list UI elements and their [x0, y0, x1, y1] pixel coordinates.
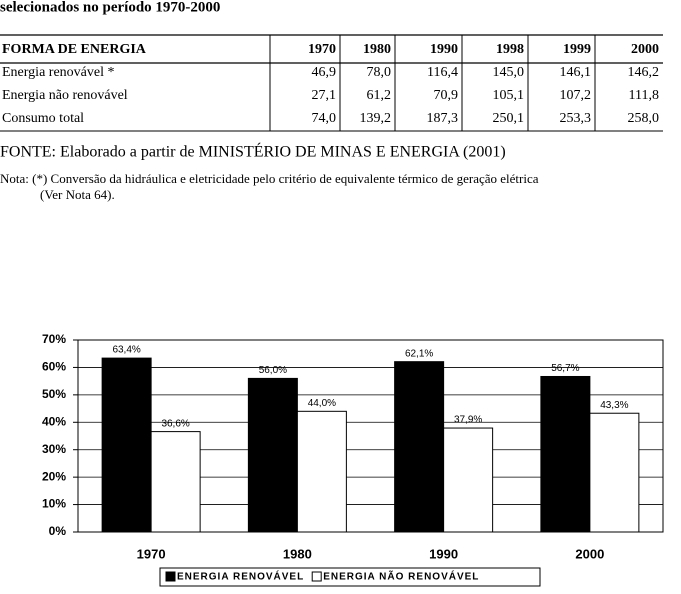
- legend-box: [159, 567, 541, 587]
- source: FONTE: Elaborado a partir de MINISTÉRIO …: [0, 142, 506, 161]
- data-label: 62,1%: [405, 348, 433, 359]
- table-cell: 187,3: [427, 111, 459, 126]
- table-cell: 78,0: [367, 65, 392, 80]
- column-header: 1999: [563, 42, 591, 57]
- table-cell: Energia renovável *: [2, 65, 114, 80]
- data-label: 44,0%: [308, 398, 336, 409]
- plot-frame: [77, 339, 664, 533]
- table-cell: 61,2: [367, 88, 392, 103]
- table-cell: 253,3: [560, 111, 592, 126]
- bar: [101, 357, 152, 533]
- bar: [296, 410, 347, 533]
- bar: [394, 361, 445, 533]
- y-tick-label: 40%: [42, 414, 66, 428]
- column-header: 1998: [496, 42, 524, 57]
- table-cell: 116,4: [427, 65, 458, 80]
- column-header: 1970: [308, 42, 336, 57]
- table-cell: 74,0: [312, 111, 337, 126]
- table-cell: 27,1: [312, 88, 337, 103]
- table-cell: 107,2: [560, 88, 592, 103]
- column-header: 1980: [363, 42, 391, 57]
- bar: [247, 377, 298, 533]
- y-tick-label: 50%: [42, 387, 66, 401]
- x-tick-label: 1990: [429, 546, 458, 561]
- column-header: 1990: [430, 42, 458, 57]
- data-label: 56,7%: [551, 363, 579, 374]
- data-label: 63,4%: [112, 345, 140, 356]
- y-tick-label: 60%: [42, 360, 66, 374]
- table-cell: 146,2: [628, 65, 660, 80]
- table-cell: 146,1: [560, 65, 592, 80]
- table-cell: 145,0: [493, 65, 525, 80]
- legend-label: ENERGIA NÃO RENOVÁVEL: [323, 570, 479, 583]
- note: (Ver Nota 64).: [40, 187, 115, 202]
- table-cell: 139,2: [360, 111, 392, 126]
- bar: [443, 427, 494, 533]
- x-tick-label: 1970: [137, 546, 166, 561]
- data-label: 56,0%: [259, 365, 287, 376]
- legend-swatch: [165, 571, 176, 582]
- y-tick-label: 10%: [42, 497, 66, 511]
- table-cell: Consumo total: [2, 111, 84, 126]
- table-cell: 258,0: [628, 111, 660, 126]
- table-cell: 250,1: [493, 111, 525, 126]
- table-cell: 105,1: [493, 88, 525, 103]
- y-tick-label: 20%: [42, 469, 66, 483]
- bar: [150, 431, 201, 533]
- legend-swatch: [311, 571, 322, 582]
- y-tick-label: 0%: [49, 524, 67, 538]
- table-cell: Energia não renovável: [2, 88, 128, 103]
- x-tick-label: 2000: [575, 546, 604, 561]
- title: selecionados no período 1970-2000: [0, 0, 220, 15]
- table-cell: 46,9: [312, 65, 337, 80]
- x-tick-label: 1980: [283, 546, 312, 561]
- legend-label: ENERGIA RENOVÁVEL: [177, 570, 304, 583]
- bar: [589, 412, 640, 533]
- data-label: 43,3%: [600, 400, 628, 411]
- column-header: 2000: [631, 42, 659, 57]
- table-cell: 111,8: [629, 88, 659, 103]
- note: Nota: (*) Conversão da hidráulica e elet…: [0, 171, 539, 186]
- column-header: FORMA DE ENERGIA: [2, 42, 147, 57]
- data-label: 36,6%: [161, 418, 189, 429]
- bar: [540, 375, 591, 533]
- y-tick-label: 70%: [42, 332, 66, 346]
- y-tick-label: 30%: [42, 442, 66, 456]
- table-cell: 70,9: [434, 88, 459, 103]
- data-label: 37,9%: [454, 415, 482, 426]
